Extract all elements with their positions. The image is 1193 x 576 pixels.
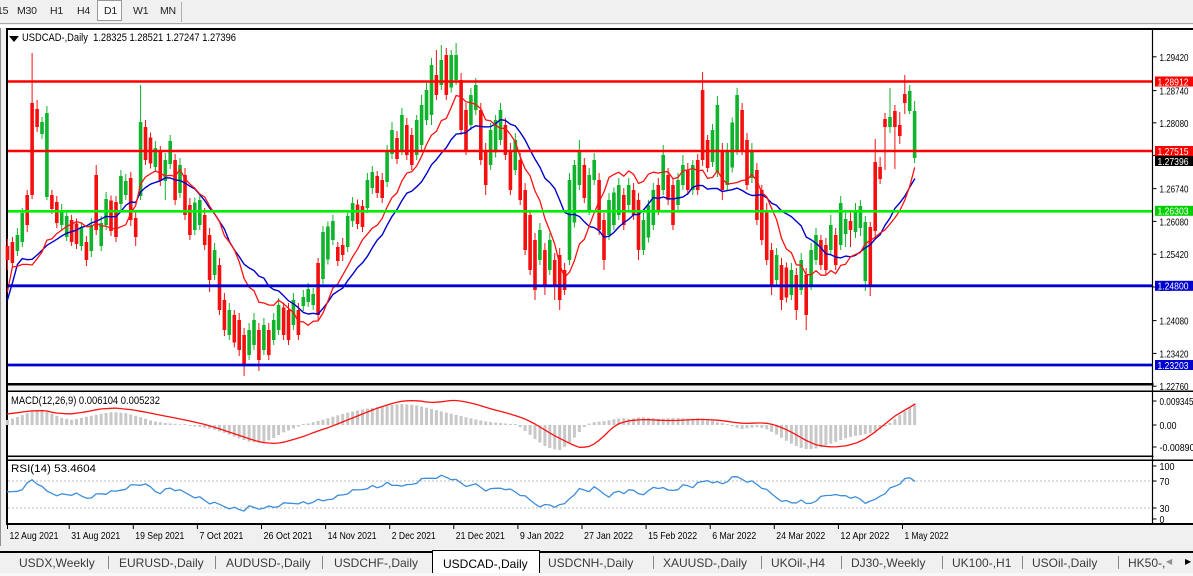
svg-text:1.28080: 1.28080 — [1160, 118, 1189, 130]
svg-text:1.25420: 1.25420 — [1160, 249, 1189, 261]
svg-text:1.28740: 1.28740 — [1160, 86, 1189, 98]
svg-text:1.24080: 1.24080 — [1160, 316, 1189, 328]
svg-text:1.26303: 1.26303 — [1158, 206, 1189, 218]
svg-text:1.26080: 1.26080 — [1160, 216, 1189, 228]
svg-text:27 Jan 2022: 27 Jan 2022 — [584, 530, 633, 542]
svg-text:0.00: 0.00 — [1160, 420, 1177, 432]
svg-text:1.27396: 1.27396 — [1158, 156, 1189, 168]
svg-text:1.23203: 1.23203 — [1158, 360, 1189, 372]
svg-text:USDCAD-,Daily 1.28325 1.28521: USDCAD-,Daily 1.28325 1.28521 1.27247 1.… — [22, 32, 236, 44]
svg-text:0: 0 — [1160, 514, 1165, 526]
svg-text:9 Jan 2022: 9 Jan 2022 — [520, 530, 564, 542]
svg-text:1.28912: 1.28912 — [1158, 76, 1189, 88]
svg-text:26 Oct 2021: 26 Oct 2021 — [264, 530, 313, 542]
svg-text:12 Apr 2022: 12 Apr 2022 — [840, 530, 889, 542]
svg-text:0.009345: 0.009345 — [1160, 396, 1193, 408]
svg-text:MACD(12,26,9) 0.006104 0.00523: MACD(12,26,9) 0.006104 0.005232 — [11, 395, 160, 407]
svg-text:RSI(14) 53.4604: RSI(14) 53.4604 — [11, 463, 96, 475]
svg-text:70: 70 — [1160, 476, 1170, 488]
svg-text:1.22760: 1.22760 — [1160, 381, 1189, 393]
svg-text:1.27515: 1.27515 — [1158, 146, 1189, 158]
svg-text:1.24800: 1.24800 — [1158, 281, 1189, 293]
svg-text:31 Aug 2021: 31 Aug 2021 — [71, 530, 120, 542]
svg-text:30: 30 — [1160, 503, 1170, 515]
svg-text:-0.00890: -0.00890 — [1160, 442, 1193, 454]
svg-text:1.29420: 1.29420 — [1160, 52, 1189, 64]
svg-text:7 Oct 2021: 7 Oct 2021 — [199, 530, 243, 542]
svg-text:15 Feb 2022: 15 Feb 2022 — [648, 530, 697, 542]
svg-text:21 Dec 2021: 21 Dec 2021 — [456, 530, 505, 542]
svg-text:6 Mar 2022: 6 Mar 2022 — [712, 530, 756, 542]
svg-text:1.26740: 1.26740 — [1160, 184, 1189, 196]
svg-text:2 Dec 2021: 2 Dec 2021 — [392, 530, 436, 542]
svg-text:100: 100 — [1160, 461, 1175, 473]
svg-text:14 Nov 2021: 14 Nov 2021 — [328, 530, 377, 542]
svg-text:12 Aug 2021: 12 Aug 2021 — [10, 530, 59, 542]
svg-text:1.23420: 1.23420 — [1160, 348, 1189, 360]
svg-text:24 Mar 2022: 24 Mar 2022 — [776, 530, 825, 542]
svg-text:19 Sep 2021: 19 Sep 2021 — [135, 530, 184, 542]
svg-text:1 May 2022: 1 May 2022 — [905, 530, 949, 542]
